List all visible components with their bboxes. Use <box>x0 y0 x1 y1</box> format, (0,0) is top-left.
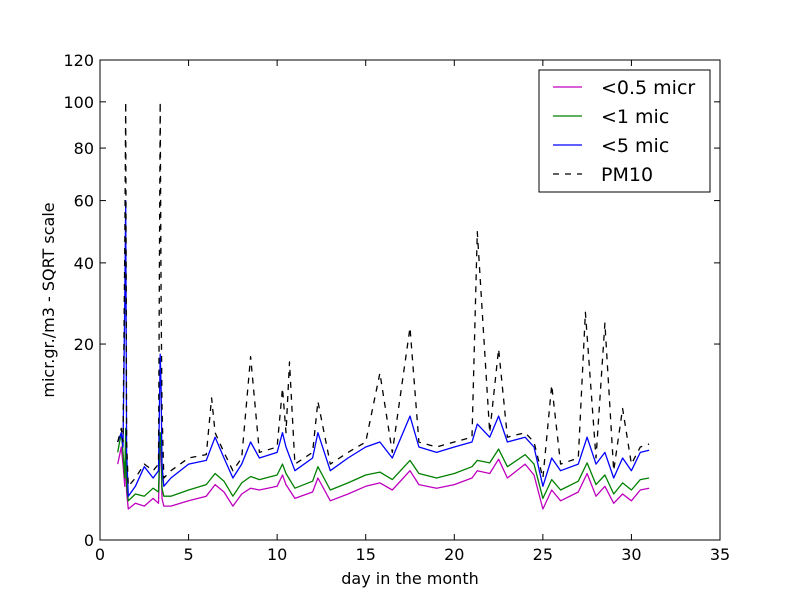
x-tick-label: 20 <box>444 545 464 564</box>
y-tick-label: 80 <box>74 139 94 158</box>
y-tick-label: 120 <box>63 51 94 70</box>
x-tick-label: 0 <box>95 545 105 564</box>
legend-box <box>538 69 711 193</box>
series-layer <box>117 101 650 510</box>
series-line-1 <box>117 427 650 502</box>
x-tick-label: 35 <box>710 545 730 564</box>
x-tick-label: 30 <box>621 545 641 564</box>
x-tick-label: 25 <box>533 545 553 564</box>
x-tick-label: 15 <box>356 545 376 564</box>
series-line-0 <box>117 441 650 510</box>
legend-label: <1 mic <box>601 106 669 128</box>
y-axis-label: micr.gr./m3 - SQRT scale <box>39 202 58 397</box>
series-line-2 <box>117 199 650 497</box>
y-tick-label: 100 <box>63 93 94 112</box>
legend-label: <0.5 micr <box>601 77 695 99</box>
y-tick-label: 20 <box>74 335 94 354</box>
x-tick-label: 5 <box>183 545 193 564</box>
legend-label: PM10 <box>601 164 653 186</box>
legend: <0.5 micr <1 mic <5 mic PM10 <box>538 69 711 193</box>
x-tick-label: 10 <box>267 545 287 564</box>
x-axis-label: day in the month <box>341 569 478 588</box>
plot-frame <box>99 59 721 541</box>
y-tick-label: 40 <box>74 254 94 273</box>
legend-label: <5 mic <box>601 135 669 157</box>
ticks-layer: 0 5 10 15 20 25 30 35 0 20 40 60 80 100 120 <box>63 51 730 564</box>
y-tick-label: 0 <box>84 531 94 550</box>
y-tick-label: 60 <box>74 192 94 211</box>
